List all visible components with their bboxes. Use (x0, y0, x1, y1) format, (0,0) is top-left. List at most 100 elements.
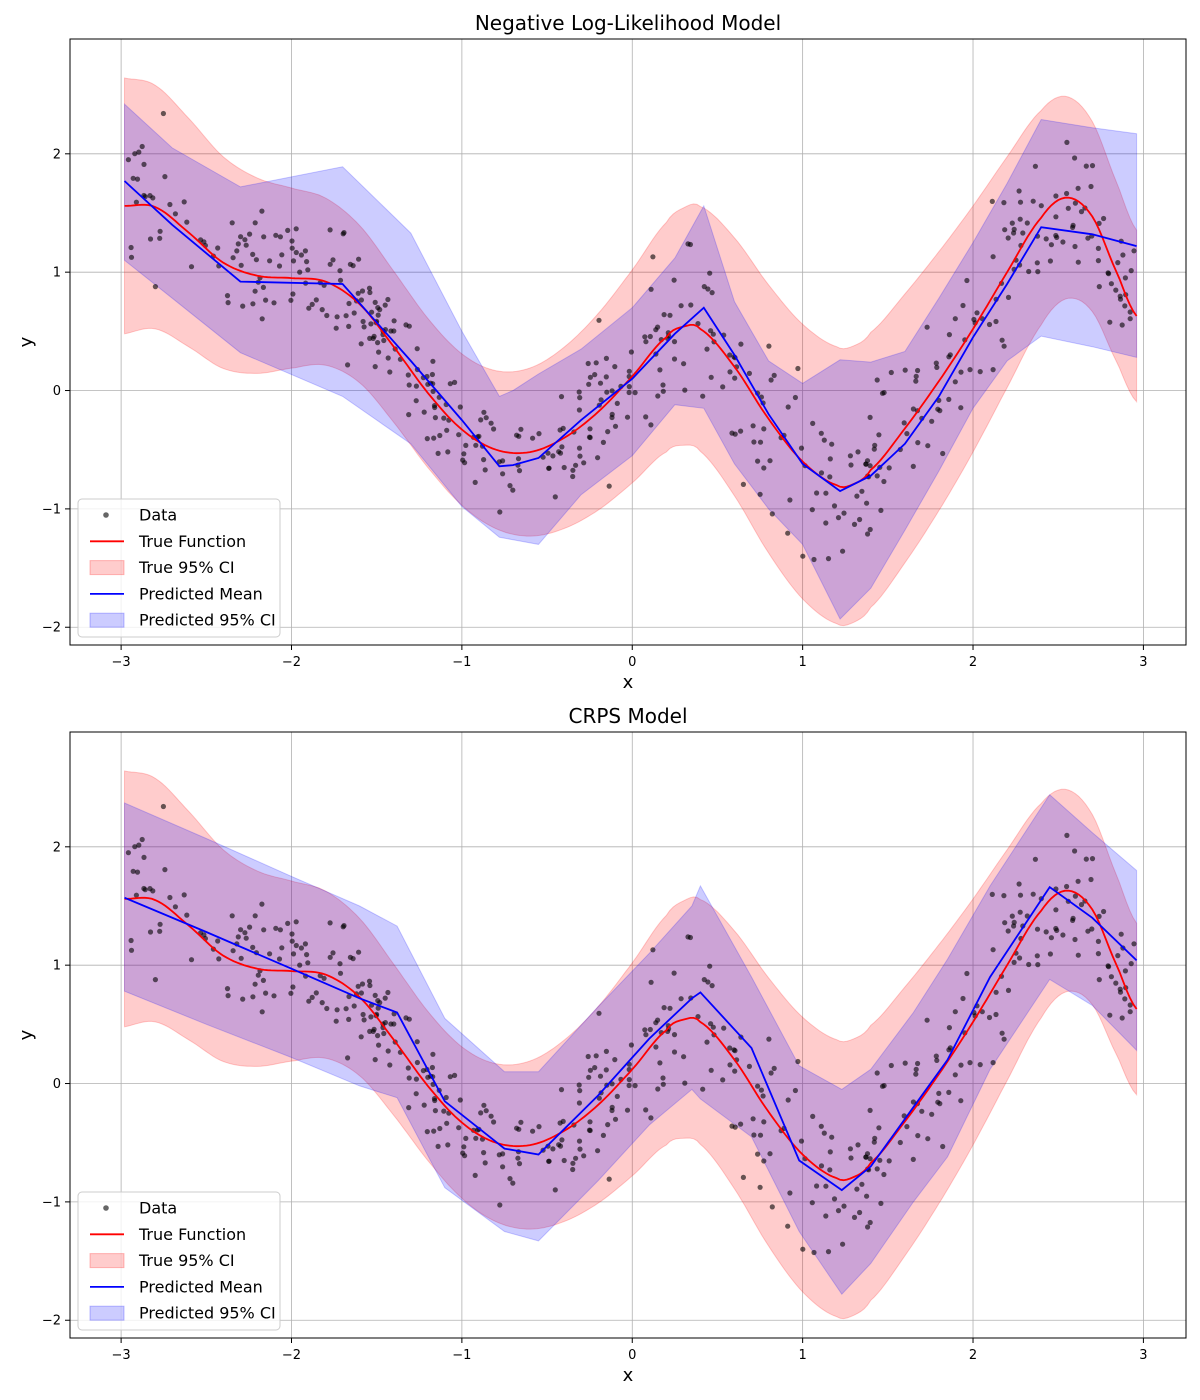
data-point (958, 1098, 964, 1104)
data-point (660, 1075, 666, 1081)
data-point (252, 220, 258, 226)
data-point (678, 996, 684, 1002)
data-point (372, 299, 378, 305)
data-point (1064, 139, 1070, 145)
data-point (147, 886, 153, 892)
data-point (871, 446, 877, 452)
data-point (946, 1089, 952, 1095)
data-point (888, 369, 894, 376)
axes-frame (69, 731, 1187, 1339)
data-point (823, 520, 829, 526)
data-point (960, 995, 966, 1002)
data-point (285, 920, 291, 927)
data-point (1095, 951, 1101, 957)
data-point (263, 297, 269, 303)
data-point (463, 1135, 469, 1141)
data-point (671, 970, 677, 976)
data-point (250, 251, 256, 257)
data-point (952, 379, 958, 385)
data-point (430, 358, 436, 364)
data-point (1107, 319, 1113, 325)
data-point (671, 277, 677, 283)
data-point (559, 1137, 565, 1143)
data-point (855, 449, 861, 455)
data-point (881, 478, 887, 485)
data-point (391, 328, 397, 334)
data-point (902, 367, 908, 373)
data-point (298, 252, 304, 258)
x-tick-label: 0 (628, 1348, 636, 1363)
data-point (421, 409, 427, 415)
data-point (225, 993, 231, 999)
data-point (827, 456, 833, 462)
data-point (727, 369, 733, 375)
data-point (289, 931, 295, 937)
data-point (881, 1171, 887, 1178)
data-point (1009, 913, 1015, 919)
data-point (552, 1187, 558, 1193)
y-axis-label: y (16, 336, 37, 347)
data-point (361, 1017, 367, 1023)
data-point (708, 1021, 714, 1027)
legend-label: True Function (138, 532, 246, 551)
data-point (482, 467, 488, 473)
plot-area (123, 77, 1138, 627)
data-point (1127, 316, 1133, 322)
data-point (609, 388, 615, 394)
data-point (671, 339, 678, 345)
data-point (746, 1063, 753, 1069)
data-point (133, 199, 139, 205)
data-point (1017, 955, 1023, 961)
data-point (946, 332, 953, 338)
data-point (337, 277, 344, 283)
data-point (235, 241, 241, 247)
data-point (609, 411, 615, 417)
data-point (913, 1071, 919, 1077)
data-point (581, 1153, 587, 1159)
data-point (351, 1003, 357, 1009)
data-point (1064, 832, 1070, 839)
data-point (224, 293, 231, 299)
data-point (139, 836, 145, 843)
data-point (1035, 269, 1041, 275)
data-point (974, 310, 980, 316)
data-point (840, 548, 846, 554)
data-point (925, 1136, 931, 1142)
data-point (648, 1115, 654, 1121)
data-point (710, 331, 716, 337)
data-point (600, 439, 607, 445)
data-point (234, 248, 240, 254)
data-point (707, 270, 713, 276)
data-point (593, 1053, 599, 1059)
data-point (1017, 892, 1024, 898)
data-point (330, 950, 336, 956)
data-point (967, 367, 973, 373)
data-point (727, 352, 733, 358)
data-point (1096, 977, 1102, 983)
data-point (707, 963, 713, 969)
data-point (809, 507, 815, 513)
data-point (556, 1142, 562, 1148)
data-point (738, 341, 744, 347)
data-point (157, 228, 163, 234)
data-point (452, 379, 458, 385)
data-point (910, 1156, 916, 1162)
data-point (405, 1065, 411, 1071)
data-point (1083, 163, 1089, 169)
data-point (558, 1087, 565, 1093)
data-point (1070, 222, 1076, 228)
data-point (276, 956, 283, 962)
data-point (993, 989, 999, 995)
data-point (761, 1158, 767, 1164)
data-point (507, 483, 513, 489)
x-axis-label: x (623, 1365, 634, 1386)
data-point (421, 1102, 427, 1108)
data-point (1043, 929, 1049, 935)
data-point (431, 1128, 437, 1134)
data-point (424, 1129, 430, 1135)
data-point (993, 1011, 999, 1018)
data-point (160, 110, 166, 117)
data-point (488, 1113, 494, 1119)
data-point (946, 396, 952, 402)
data-point (1060, 239, 1066, 245)
